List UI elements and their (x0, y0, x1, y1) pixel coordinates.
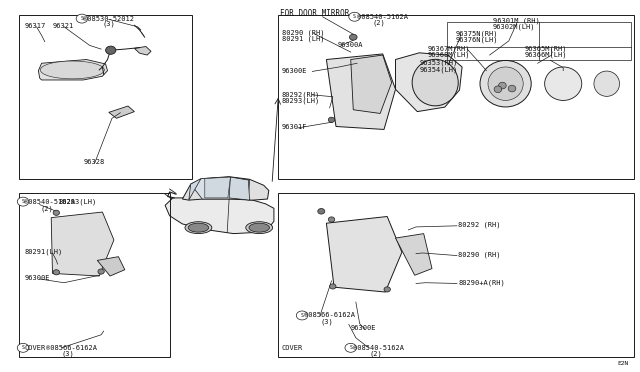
Text: 80292 (RH): 80292 (RH) (458, 222, 500, 228)
Text: 96328: 96328 (83, 159, 104, 165)
Text: (3): (3) (61, 351, 74, 357)
Ellipse shape (40, 61, 104, 79)
Text: 96300A: 96300A (338, 42, 364, 48)
Bar (19, 193, 170, 357)
Ellipse shape (349, 34, 357, 40)
Text: 80290 (RH): 80290 (RH) (458, 251, 500, 258)
Text: 80290+A(RH): 80290+A(RH) (458, 279, 505, 286)
Text: 96302M(LH): 96302M(LH) (493, 23, 535, 30)
Polygon shape (134, 46, 151, 55)
Text: 96366M(LH): 96366M(LH) (525, 51, 567, 58)
Ellipse shape (188, 223, 209, 232)
Text: 96365M(RH): 96365M(RH) (525, 45, 567, 52)
Ellipse shape (76, 14, 88, 23)
Text: (2): (2) (41, 205, 54, 212)
Ellipse shape (499, 82, 506, 89)
Ellipse shape (545, 67, 582, 100)
Ellipse shape (330, 284, 336, 289)
Ellipse shape (296, 311, 308, 320)
Ellipse shape (317, 208, 324, 214)
Text: 96376N(LH): 96376N(LH) (456, 36, 498, 43)
Bar (278, 193, 634, 357)
Polygon shape (396, 234, 432, 275)
Text: 80291 (LH): 80291 (LH) (282, 35, 324, 42)
Polygon shape (165, 198, 274, 234)
Text: FOR DOOR MIRROR: FOR DOOR MIRROR (280, 9, 349, 18)
Ellipse shape (412, 59, 458, 106)
Text: ®08566-6162A: ®08566-6162A (46, 345, 97, 351)
Ellipse shape (494, 86, 502, 93)
Text: 96321: 96321 (52, 23, 74, 29)
Polygon shape (189, 179, 201, 200)
Polygon shape (182, 177, 269, 200)
Polygon shape (97, 257, 125, 276)
Text: ®08540-5162A: ®08540-5162A (353, 345, 404, 351)
Polygon shape (191, 177, 250, 199)
Text: (3): (3) (102, 21, 115, 28)
Text: (3): (3) (320, 318, 333, 325)
Polygon shape (326, 217, 402, 292)
Text: ®08540-5162A: ®08540-5162A (357, 14, 408, 20)
Text: S: S (353, 14, 356, 19)
Ellipse shape (98, 269, 104, 274)
Ellipse shape (53, 210, 60, 215)
Bar (447, 22, 631, 60)
Polygon shape (51, 212, 114, 276)
Text: (2): (2) (370, 351, 383, 357)
Polygon shape (326, 54, 396, 129)
Polygon shape (351, 55, 392, 113)
Ellipse shape (17, 197, 29, 206)
Ellipse shape (508, 85, 516, 92)
Bar (19, 15, 192, 179)
Bar (278, 15, 634, 179)
Ellipse shape (185, 222, 212, 234)
Text: 96300E: 96300E (24, 275, 50, 281)
Ellipse shape (106, 46, 116, 54)
Text: 96301F: 96301F (282, 124, 307, 130)
Text: 96300E: 96300E (351, 325, 376, 331)
Text: S: S (349, 345, 352, 350)
Ellipse shape (328, 117, 335, 122)
Text: 80291(LH): 80291(LH) (24, 249, 63, 256)
Polygon shape (205, 177, 230, 198)
Text: COVER: COVER (24, 345, 45, 351)
Text: ®08566-6162A: ®08566-6162A (304, 312, 355, 318)
Text: 80290 (RH): 80290 (RH) (282, 29, 324, 36)
Text: (2): (2) (372, 20, 385, 26)
Polygon shape (229, 177, 250, 200)
Ellipse shape (246, 222, 273, 234)
Polygon shape (38, 60, 108, 80)
Text: S: S (81, 16, 83, 21)
Ellipse shape (249, 223, 269, 232)
Text: 80293(LH): 80293(LH) (59, 198, 97, 205)
Ellipse shape (488, 67, 524, 100)
Polygon shape (396, 53, 462, 112)
Text: S: S (301, 313, 303, 318)
Text: 96368M(LH): 96368M(LH) (428, 51, 470, 58)
Text: COVER: COVER (282, 345, 303, 351)
Text: ®08540-5162A: ®08540-5162A (24, 199, 76, 205)
Polygon shape (109, 106, 134, 118)
Text: S: S (22, 199, 24, 204)
Text: 80293(LH): 80293(LH) (282, 98, 320, 105)
Text: 96301M (RH): 96301M (RH) (493, 17, 540, 24)
Text: 96300E: 96300E (282, 68, 307, 74)
Text: 96317: 96317 (24, 23, 45, 29)
Text: 80292(RH): 80292(RH) (282, 92, 320, 98)
Ellipse shape (594, 71, 620, 96)
Ellipse shape (384, 287, 390, 292)
Text: 96375N(RH): 96375N(RH) (456, 30, 498, 37)
Text: 96353(RH): 96353(RH) (419, 60, 458, 67)
Ellipse shape (17, 343, 29, 352)
Ellipse shape (328, 217, 335, 222)
Ellipse shape (345, 343, 356, 352)
Text: 96354(LH): 96354(LH) (419, 66, 458, 73)
Text: S: S (22, 345, 24, 350)
Text: E2N: E2N (617, 361, 628, 366)
Text: ®08530-52012: ®08530-52012 (83, 16, 134, 22)
Ellipse shape (480, 60, 531, 107)
Text: 96367M(RH): 96367M(RH) (428, 45, 470, 52)
Ellipse shape (349, 12, 360, 21)
Ellipse shape (53, 270, 60, 275)
